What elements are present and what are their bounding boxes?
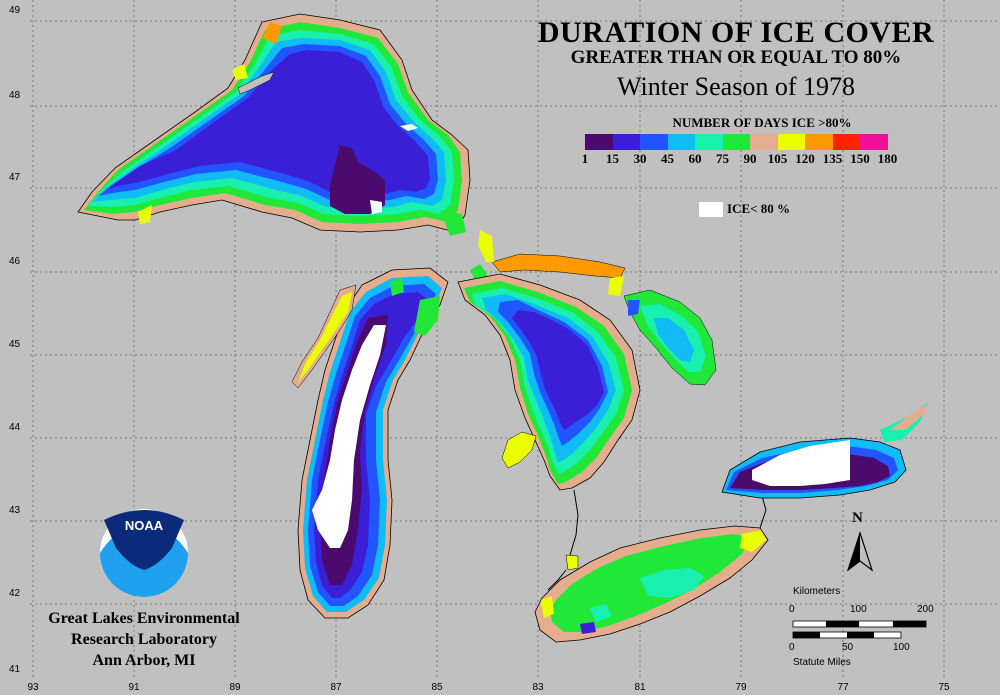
legend-swatch-1 xyxy=(612,134,640,150)
organization-credit: Great Lakes Environmental Research Labor… xyxy=(22,608,266,671)
scale-mi-tick-0: 0 xyxy=(789,642,795,653)
legend-swatch-3 xyxy=(667,134,695,150)
legend-tick-labels: 1 15 30 45 60 75 90 105 120 135 150 180 xyxy=(575,151,935,167)
lake-erie xyxy=(534,525,769,643)
latitude-label: 46 xyxy=(9,256,21,267)
ice-below-80-swatch xyxy=(699,201,723,217)
longitude-label: 75 xyxy=(938,682,950,693)
legend-swatch-9 xyxy=(832,134,860,150)
scale-km-tick-0: 0 xyxy=(789,604,795,615)
longitude-label: 77 xyxy=(837,682,849,693)
legend-tick-9: 135 xyxy=(822,151,843,166)
longitude-label: 79 xyxy=(735,682,747,693)
latitude-label: 47 xyxy=(9,172,21,183)
longitude-label: 85 xyxy=(431,682,443,693)
legend-swatch-6 xyxy=(750,134,778,150)
legend-tick-4: 60 xyxy=(688,151,702,166)
map-title: DURATION OF ICE COVER xyxy=(537,16,935,49)
longitude-label: 81 xyxy=(634,682,646,693)
lake-st-clair xyxy=(547,489,579,591)
noaa-logo-text: NOAA xyxy=(124,518,164,533)
longitude-label: 89 xyxy=(229,682,241,693)
legend-swatch-0 xyxy=(585,134,613,150)
org-line-3: Ann Arbor, MI xyxy=(92,652,196,669)
scale-mi-tick-100: 100 xyxy=(893,642,910,653)
longitude-label: 93 xyxy=(27,682,39,693)
ice-below-80-label: ICE< 80 % xyxy=(727,201,791,216)
latitude-label: 41 xyxy=(9,664,21,675)
latitude-label: 42 xyxy=(9,588,21,599)
legend-color-bar xyxy=(585,134,888,150)
north-channel xyxy=(470,230,626,282)
season-label: Winter Season of 1978 xyxy=(617,72,855,101)
legend-tick-8: 120 xyxy=(795,151,815,166)
legend-swatch-7 xyxy=(777,134,805,150)
latitude-label: 43 xyxy=(9,505,21,516)
legend-tick-5: 75 xyxy=(716,151,729,166)
org-line-1: Great Lakes Environmental xyxy=(48,610,240,627)
ice-below-80-key: ICE< 80 % xyxy=(699,201,790,217)
latitude-label: 45 xyxy=(9,339,21,350)
legend-swatch-5 xyxy=(722,134,750,150)
lake-huron xyxy=(457,273,717,491)
scale-km-tick-200: 200 xyxy=(917,604,934,615)
noaa-logo xyxy=(100,509,188,597)
legend-tick-10: 150 xyxy=(850,151,870,166)
niagara-river xyxy=(759,495,767,529)
lake-ontario xyxy=(721,402,928,499)
legend-tick-6: 90 xyxy=(743,151,757,166)
longitude-label: 87 xyxy=(330,682,342,693)
legend-tick-7: 105 xyxy=(767,151,788,166)
latitude-label: 49 xyxy=(9,5,21,16)
map-subtitle: GREATER THAN OR EQUAL TO 80% xyxy=(570,47,902,68)
legend-tick-2: 30 xyxy=(633,151,647,166)
latitude-label: 48 xyxy=(9,90,21,101)
longitude-label: 91 xyxy=(128,682,140,693)
legend-tick-11: 180 xyxy=(877,151,898,166)
legend-swatch-10 xyxy=(860,134,888,150)
legend-title: NUMBER OF DAYS ICE >80% xyxy=(672,115,852,130)
legend-swatch-2 xyxy=(640,134,668,150)
scale-km-label: Kilometers xyxy=(793,586,841,597)
scale-km-tick-100: 100 xyxy=(850,604,867,615)
legend-tick-0: 1 xyxy=(581,151,589,166)
scale-mi-tick-50: 50 xyxy=(842,642,854,653)
legend-tick-3: 45 xyxy=(661,151,674,166)
scale-bar xyxy=(792,620,927,639)
lake-superior xyxy=(77,13,471,236)
north-arrow xyxy=(846,531,874,572)
legend-tick-1: 15 xyxy=(606,151,619,166)
north-label: N xyxy=(852,510,863,526)
org-line-2: Research Laboratory xyxy=(71,631,217,648)
latitude-label: 44 xyxy=(9,422,21,433)
lake-michigan xyxy=(291,267,449,619)
scale-mi-label: Statute Miles xyxy=(793,657,851,668)
legend-swatch-8 xyxy=(805,134,833,150)
longitude-label: 83 xyxy=(532,682,544,693)
legend-swatch-4 xyxy=(695,134,723,150)
